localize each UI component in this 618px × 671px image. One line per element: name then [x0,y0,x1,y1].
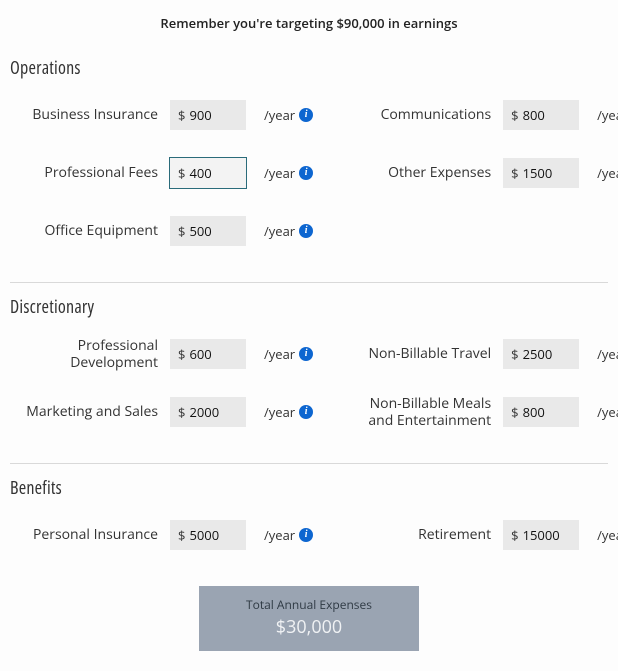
label-office-equipment: Office Equipment [10,222,170,240]
input-wrap-business-insurance: $ [170,100,246,130]
total-label: Total Annual Expenses [199,596,419,613]
suffix-year: /year [264,345,295,363]
currency-symbol: $ [503,106,522,124]
benefits-heading: Benefits [10,476,608,500]
row-prof-dev: Professional Development $ /year i [10,325,313,383]
suffix-year: /year [264,526,295,544]
input-wrap-other-expenses: $ [503,158,579,188]
currency-symbol: $ [503,345,522,363]
info-icon[interactable]: i [299,528,313,542]
discretionary-heading: Discretionary [10,295,608,319]
input-retirement[interactable] [523,526,569,544]
row-empty [343,202,618,260]
input-wrap-nb-meals: $ [503,397,579,427]
total-value: $30,000 [199,615,419,639]
input-wrap-communications: $ [503,100,579,130]
input-wrap-marketing-sales: $ [170,397,246,427]
total-box: Total Annual Expenses $30,000 [199,586,419,651]
separator [10,282,608,283]
row-communications: Communications $ /year i [343,86,618,144]
benefits-grid: Personal Insurance $ /year i Retirement … [10,506,608,564]
currency-symbol: $ [170,106,189,124]
suffix-year: /year [597,164,618,182]
currency-symbol: $ [503,164,522,182]
suffix-year: /year [597,345,618,363]
row-office-equipment: Office Equipment $ /year i [10,202,313,260]
discretionary-grid: Professional Development $ /year i Non-B… [10,325,608,441]
label-professional-fees: Professional Fees [10,164,170,182]
label-communications: Communications [343,106,503,124]
currency-symbol: $ [503,526,522,544]
suffix-year: /year [597,526,618,544]
label-prof-dev: Professional Development [10,337,170,372]
input-wrap-prof-dev: $ [170,339,246,369]
input-other-expenses[interactable] [523,164,569,182]
label-other-expenses: Other Expenses [343,164,503,182]
input-prof-dev[interactable] [189,345,235,363]
operations-heading: Operations [10,56,608,80]
info-icon[interactable]: i [299,405,313,419]
row-retirement: Retirement $ /year i [343,506,618,564]
row-nb-travel: Non-Billable Travel $ /year i [343,325,618,383]
input-wrap-office-equipment: $ [170,216,246,246]
label-personal-insurance: Personal Insurance [10,526,170,544]
input-business-insurance[interactable] [189,106,235,124]
input-wrap-nb-travel: $ [503,339,579,369]
label-marketing-sales: Marketing and Sales [10,403,170,421]
currency-symbol: $ [170,345,189,363]
separator [10,463,608,464]
label-nb-meals: Non-Billable Meals and Entertainment [343,395,503,430]
operations-grid: Business Insurance $ /year i Communicati… [10,86,608,260]
currency-symbol: $ [170,526,189,544]
currency-symbol: $ [170,403,189,421]
input-communications[interactable] [523,106,569,124]
suffix-year: /year [264,106,295,124]
input-office-equipment[interactable] [189,222,235,240]
row-marketing-sales: Marketing and Sales $ /year i [10,383,313,441]
suffix-year: /year [264,403,295,421]
row-other-expenses: Other Expenses $ /year i [343,144,618,202]
label-retirement: Retirement [343,526,503,544]
info-icon[interactable]: i [299,347,313,361]
currency-symbol: $ [170,164,189,182]
input-marketing-sales[interactable] [189,403,235,421]
input-nb-meals[interactable] [523,403,569,421]
info-icon[interactable]: i [299,166,313,180]
earnings-reminder: Remember you're targeting $90,000 in ear… [10,14,608,32]
row-personal-insurance: Personal Insurance $ /year i [10,506,313,564]
row-nb-meals: Non-Billable Meals and Entertainment $ /… [343,383,618,441]
label-nb-travel: Non-Billable Travel [343,345,503,363]
info-icon[interactable]: i [299,108,313,122]
currency-symbol: $ [503,403,522,421]
currency-symbol: $ [170,222,189,240]
row-professional-fees: Professional Fees $ /year i [10,144,313,202]
label-business-insurance: Business Insurance [10,106,170,124]
input-nb-travel[interactable] [523,345,569,363]
input-wrap-professional-fees: $ [170,158,246,188]
input-wrap-retirement: $ [503,520,579,550]
row-business-insurance: Business Insurance $ /year i [10,86,313,144]
suffix-year: /year [597,106,618,124]
suffix-year: /year [597,403,618,421]
input-professional-fees[interactable] [189,164,235,182]
info-icon[interactable]: i [299,224,313,238]
suffix-year: /year [264,222,295,240]
input-personal-insurance[interactable] [189,526,235,544]
suffix-year: /year [264,164,295,182]
input-wrap-personal-insurance: $ [170,520,246,550]
